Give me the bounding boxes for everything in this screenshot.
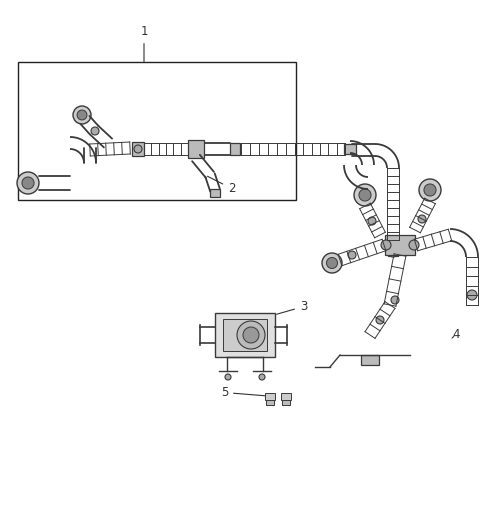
Circle shape <box>391 296 399 304</box>
Circle shape <box>388 247 398 257</box>
Bar <box>387 239 399 249</box>
Circle shape <box>243 327 259 343</box>
Circle shape <box>91 127 99 135</box>
Circle shape <box>418 215 426 223</box>
Circle shape <box>77 110 87 120</box>
Circle shape <box>326 258 337 268</box>
Circle shape <box>225 374 231 380</box>
Circle shape <box>134 145 142 153</box>
Bar <box>388 248 398 256</box>
Text: 4: 4 <box>452 328 459 341</box>
Bar <box>210 189 220 197</box>
Circle shape <box>467 290 477 300</box>
Circle shape <box>322 253 342 273</box>
Bar <box>18 62 296 200</box>
Circle shape <box>359 189 371 201</box>
Bar <box>282 400 290 405</box>
Bar <box>223 319 267 351</box>
Bar <box>188 140 204 158</box>
Bar <box>281 393 291 400</box>
Circle shape <box>348 251 356 259</box>
Bar <box>385 235 415 255</box>
Text: 2: 2 <box>207 176 236 195</box>
Bar <box>344 144 356 154</box>
Circle shape <box>22 177 34 189</box>
Bar <box>230 143 240 155</box>
Circle shape <box>381 240 391 250</box>
Bar <box>132 142 144 156</box>
Text: 5: 5 <box>221 386 265 399</box>
Circle shape <box>368 217 376 225</box>
Bar <box>265 393 275 400</box>
Text: 1: 1 <box>140 25 148 62</box>
Circle shape <box>376 316 384 324</box>
Circle shape <box>419 179 441 201</box>
Bar <box>215 313 275 357</box>
Circle shape <box>259 374 265 380</box>
Circle shape <box>73 106 91 124</box>
Circle shape <box>354 184 376 206</box>
Text: 3: 3 <box>276 300 307 314</box>
Bar <box>361 355 379 365</box>
Circle shape <box>409 240 419 250</box>
Circle shape <box>237 321 265 349</box>
Circle shape <box>17 172 39 194</box>
Circle shape <box>424 184 436 196</box>
Bar <box>266 400 274 405</box>
